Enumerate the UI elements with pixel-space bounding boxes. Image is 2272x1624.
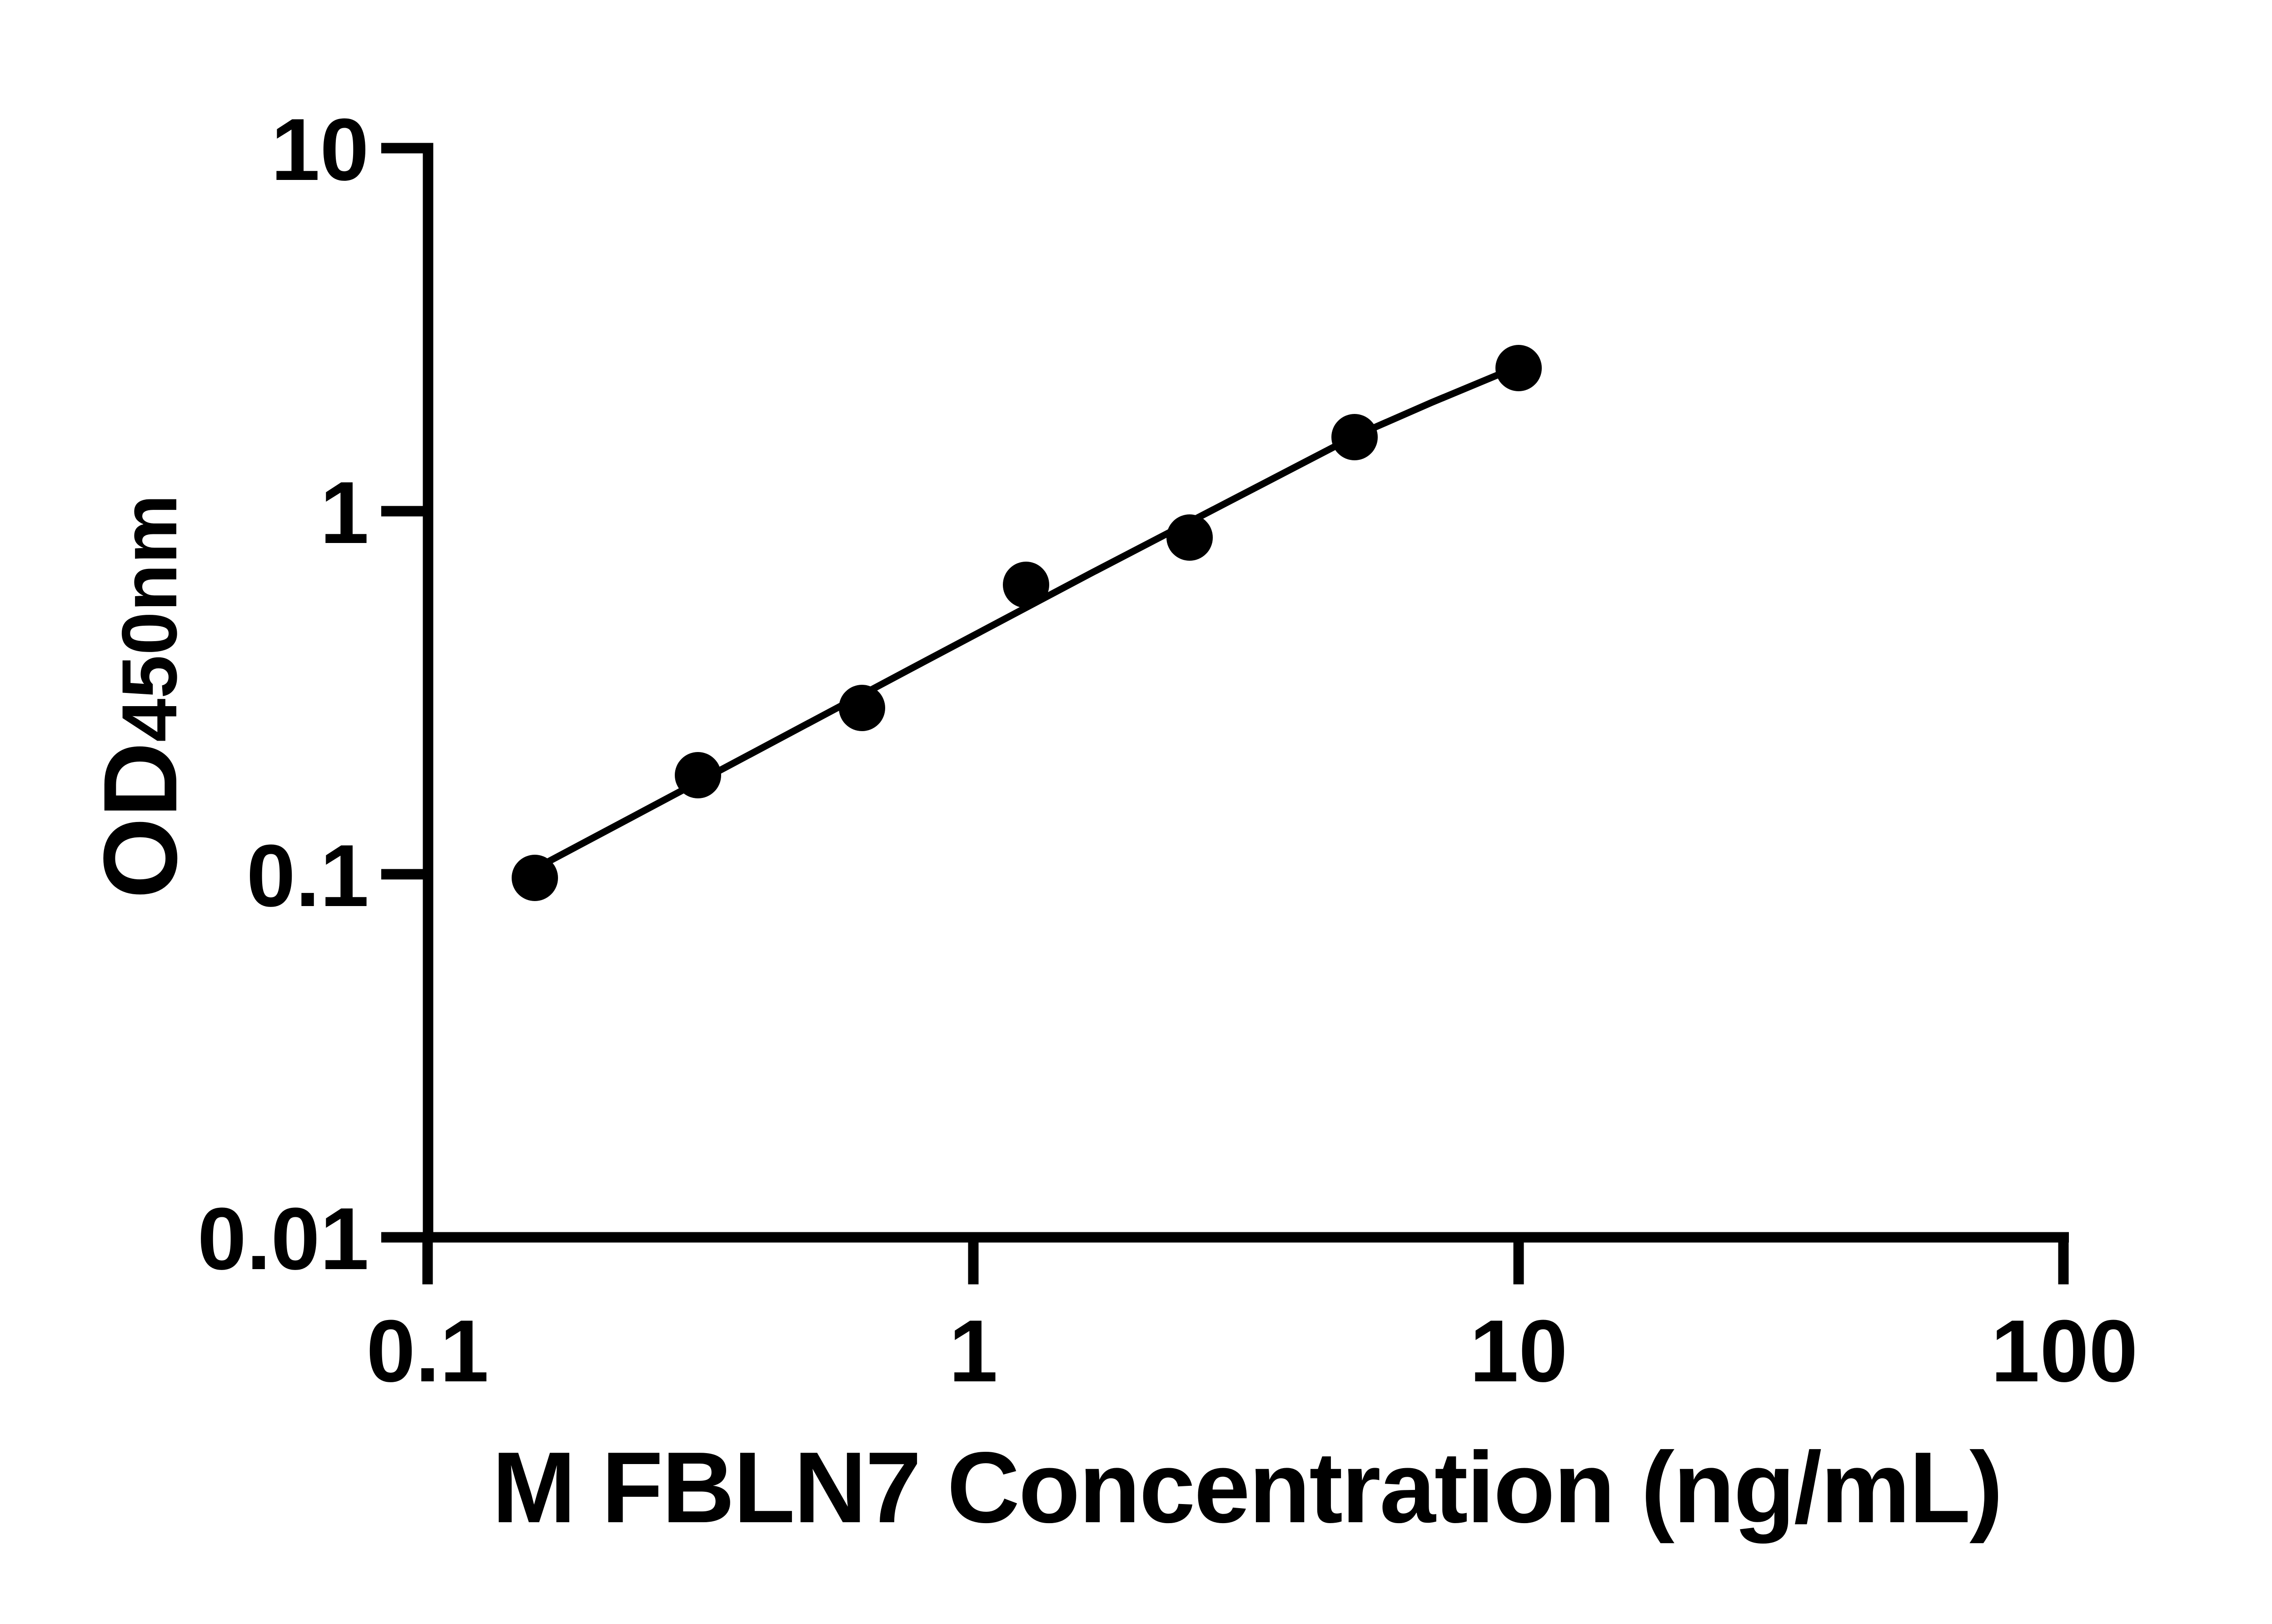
svg-text:1: 1	[949, 1302, 998, 1400]
svg-text:1: 1	[320, 463, 369, 562]
svg-text:M FBLN7 Concentration (ng/mL): M FBLN7 Concentration (ng/mL)	[492, 1431, 2002, 1544]
svg-text:10: 10	[271, 100, 369, 199]
svg-text:OD450nm: OD450nm	[82, 494, 199, 899]
svg-text:0.01: 0.01	[197, 1190, 369, 1288]
svg-text:10: 10	[1470, 1302, 1568, 1400]
svg-text:100: 100	[1991, 1302, 2138, 1400]
svg-text:0.1: 0.1	[246, 827, 369, 925]
svg-text:0.1: 0.1	[366, 1302, 489, 1400]
